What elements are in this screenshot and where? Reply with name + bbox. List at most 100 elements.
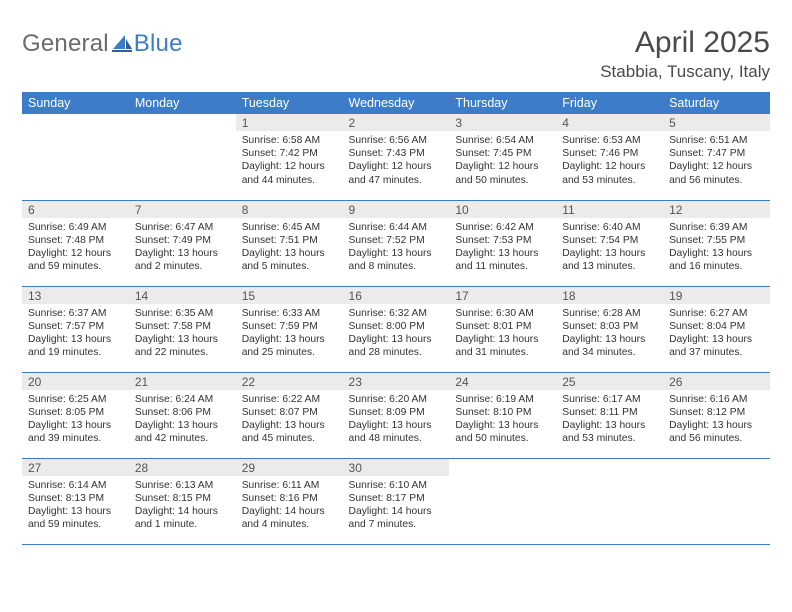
- calendar-week: 1Sunrise: 6:58 AMSunset: 7:42 PMDaylight…: [22, 114, 770, 200]
- calendar-cell: 26Sunrise: 6:16 AMSunset: 8:12 PMDayligh…: [663, 372, 770, 458]
- daylight-line: Daylight: 14 hours and 7 minutes.: [349, 505, 444, 531]
- calendar-week: 20Sunrise: 6:25 AMSunset: 8:05 PMDayligh…: [22, 372, 770, 458]
- day-number: 5: [663, 114, 770, 131]
- sunrise-line: Sunrise: 6:45 AM: [242, 221, 337, 234]
- cell-body: Sunrise: 6:11 AMSunset: 8:16 PMDaylight:…: [236, 476, 343, 535]
- day-number: 10: [449, 201, 556, 218]
- calendar-cell: 17Sunrise: 6:30 AMSunset: 8:01 PMDayligh…: [449, 286, 556, 372]
- day-number: 26: [663, 373, 770, 390]
- calendar-week: 13Sunrise: 6:37 AMSunset: 7:57 PMDayligh…: [22, 286, 770, 372]
- calendar-cell: 12Sunrise: 6:39 AMSunset: 7:55 PMDayligh…: [663, 200, 770, 286]
- day-number: 22: [236, 373, 343, 390]
- daylight-line: Daylight: 12 hours and 50 minutes.: [455, 160, 550, 186]
- sunset-line: Sunset: 7:54 PM: [562, 234, 657, 247]
- calendar-cell: 28Sunrise: 6:13 AMSunset: 8:15 PMDayligh…: [129, 458, 236, 544]
- day-header-row: SundayMondayTuesdayWednesdayThursdayFrid…: [22, 92, 770, 114]
- sunset-line: Sunset: 8:07 PM: [242, 406, 337, 419]
- cell-body: Sunrise: 6:51 AMSunset: 7:47 PMDaylight:…: [663, 131, 770, 190]
- daylight-line: Daylight: 13 hours and 31 minutes.: [455, 333, 550, 359]
- sail-icon: [111, 32, 133, 60]
- logo-text: General Blue: [22, 30, 183, 60]
- day-number: 1: [236, 114, 343, 131]
- calendar-week: 6Sunrise: 6:49 AMSunset: 7:48 PMDaylight…: [22, 200, 770, 286]
- day-number: 13: [22, 287, 129, 304]
- day-number: 24: [449, 373, 556, 390]
- day-number: 16: [343, 287, 450, 304]
- sunset-line: Sunset: 7:43 PM: [349, 147, 444, 160]
- sunrise-line: Sunrise: 6:33 AM: [242, 307, 337, 320]
- calendar-cell: 27Sunrise: 6:14 AMSunset: 8:13 PMDayligh…: [22, 458, 129, 544]
- sunset-line: Sunset: 8:00 PM: [349, 320, 444, 333]
- calendar-cell: 19Sunrise: 6:27 AMSunset: 8:04 PMDayligh…: [663, 286, 770, 372]
- calendar-cell: 7Sunrise: 6:47 AMSunset: 7:49 PMDaylight…: [129, 200, 236, 286]
- daylight-line: Daylight: 14 hours and 4 minutes.: [242, 505, 337, 531]
- cell-body: Sunrise: 6:47 AMSunset: 7:49 PMDaylight:…: [129, 218, 236, 277]
- sunrise-line: Sunrise: 6:24 AM: [135, 393, 230, 406]
- daylight-line: Daylight: 13 hours and 11 minutes.: [455, 247, 550, 273]
- sunset-line: Sunset: 8:15 PM: [135, 492, 230, 505]
- calendar-cell: 29Sunrise: 6:11 AMSunset: 8:16 PMDayligh…: [236, 458, 343, 544]
- cell-body: Sunrise: 6:53 AMSunset: 7:46 PMDaylight:…: [556, 131, 663, 190]
- cell-body: Sunrise: 6:24 AMSunset: 8:06 PMDaylight:…: [129, 390, 236, 449]
- sunset-line: Sunset: 8:13 PM: [28, 492, 123, 505]
- sunset-line: Sunset: 7:55 PM: [669, 234, 764, 247]
- sunrise-line: Sunrise: 6:56 AM: [349, 134, 444, 147]
- cell-body: Sunrise: 6:16 AMSunset: 8:12 PMDaylight:…: [663, 390, 770, 449]
- cell-body: Sunrise: 6:56 AMSunset: 7:43 PMDaylight:…: [343, 131, 450, 190]
- page: GeneralBlue April 2025 Stabbia, Tuscany,…: [0, 0, 792, 545]
- page-header: GeneralBlue April 2025 Stabbia, Tuscany,…: [22, 26, 770, 82]
- cell-body: Sunrise: 6:20 AMSunset: 8:09 PMDaylight:…: [343, 390, 450, 449]
- calendar-cell: 16Sunrise: 6:32 AMSunset: 8:00 PMDayligh…: [343, 286, 450, 372]
- sunrise-line: Sunrise: 6:49 AM: [28, 221, 123, 234]
- sunrise-line: Sunrise: 6:54 AM: [455, 134, 550, 147]
- day-number: 30: [343, 459, 450, 476]
- calendar-cell: [129, 114, 236, 200]
- cell-body: Sunrise: 6:54 AMSunset: 7:45 PMDaylight:…: [449, 131, 556, 190]
- calendar-cell: 20Sunrise: 6:25 AMSunset: 8:05 PMDayligh…: [22, 372, 129, 458]
- cell-body: Sunrise: 6:44 AMSunset: 7:52 PMDaylight:…: [343, 218, 450, 277]
- daylight-line: Daylight: 13 hours and 25 minutes.: [242, 333, 337, 359]
- calendar-cell: 21Sunrise: 6:24 AMSunset: 8:06 PMDayligh…: [129, 372, 236, 458]
- day-number: 6: [22, 201, 129, 218]
- sunrise-line: Sunrise: 6:14 AM: [28, 479, 123, 492]
- cell-body: Sunrise: 6:25 AMSunset: 8:05 PMDaylight:…: [22, 390, 129, 449]
- calendar-cell: 24Sunrise: 6:19 AMSunset: 8:10 PMDayligh…: [449, 372, 556, 458]
- cell-body: Sunrise: 6:13 AMSunset: 8:15 PMDaylight:…: [129, 476, 236, 535]
- sunset-line: Sunset: 7:53 PM: [455, 234, 550, 247]
- day-number: 23: [343, 373, 450, 390]
- calendar-cell: 15Sunrise: 6:33 AMSunset: 7:59 PMDayligh…: [236, 286, 343, 372]
- daylight-line: Daylight: 13 hours and 45 minutes.: [242, 419, 337, 445]
- calendar-cell: [663, 458, 770, 544]
- sunrise-line: Sunrise: 6:10 AM: [349, 479, 444, 492]
- daylight-line: Daylight: 12 hours and 44 minutes.: [242, 160, 337, 186]
- daylight-line: Daylight: 14 hours and 1 minute.: [135, 505, 230, 531]
- logo-blue: Blue: [134, 30, 183, 57]
- daylight-line: Daylight: 13 hours and 59 minutes.: [28, 505, 123, 531]
- sunset-line: Sunset: 7:46 PM: [562, 147, 657, 160]
- day-number: 15: [236, 287, 343, 304]
- sunrise-line: Sunrise: 6:51 AM: [669, 134, 764, 147]
- daylight-line: Daylight: 13 hours and 22 minutes.: [135, 333, 230, 359]
- day-number: 8: [236, 201, 343, 218]
- daylight-line: Daylight: 13 hours and 16 minutes.: [669, 247, 764, 273]
- calendar-cell: 5Sunrise: 6:51 AMSunset: 7:47 PMDaylight…: [663, 114, 770, 200]
- calendar-cell: [22, 114, 129, 200]
- calendar-cell: 30Sunrise: 6:10 AMSunset: 8:17 PMDayligh…: [343, 458, 450, 544]
- daylight-line: Daylight: 13 hours and 56 minutes.: [669, 419, 764, 445]
- sunrise-line: Sunrise: 6:28 AM: [562, 307, 657, 320]
- sunrise-line: Sunrise: 6:19 AM: [455, 393, 550, 406]
- day-number: 28: [129, 459, 236, 476]
- daylight-line: Daylight: 13 hours and 5 minutes.: [242, 247, 337, 273]
- sunrise-line: Sunrise: 6:13 AM: [135, 479, 230, 492]
- sunset-line: Sunset: 7:49 PM: [135, 234, 230, 247]
- cell-body: Sunrise: 6:30 AMSunset: 8:01 PMDaylight:…: [449, 304, 556, 363]
- daylight-line: Daylight: 12 hours and 53 minutes.: [562, 160, 657, 186]
- cell-body: Sunrise: 6:27 AMSunset: 8:04 PMDaylight:…: [663, 304, 770, 363]
- calendar-cell: 23Sunrise: 6:20 AMSunset: 8:09 PMDayligh…: [343, 372, 450, 458]
- logo-general: General: [22, 30, 109, 57]
- cell-body: Sunrise: 6:17 AMSunset: 8:11 PMDaylight:…: [556, 390, 663, 449]
- cell-body: Sunrise: 6:14 AMSunset: 8:13 PMDaylight:…: [22, 476, 129, 535]
- day-number: 3: [449, 114, 556, 131]
- day-number: 14: [129, 287, 236, 304]
- calendar-body: 1Sunrise: 6:58 AMSunset: 7:42 PMDaylight…: [22, 114, 770, 544]
